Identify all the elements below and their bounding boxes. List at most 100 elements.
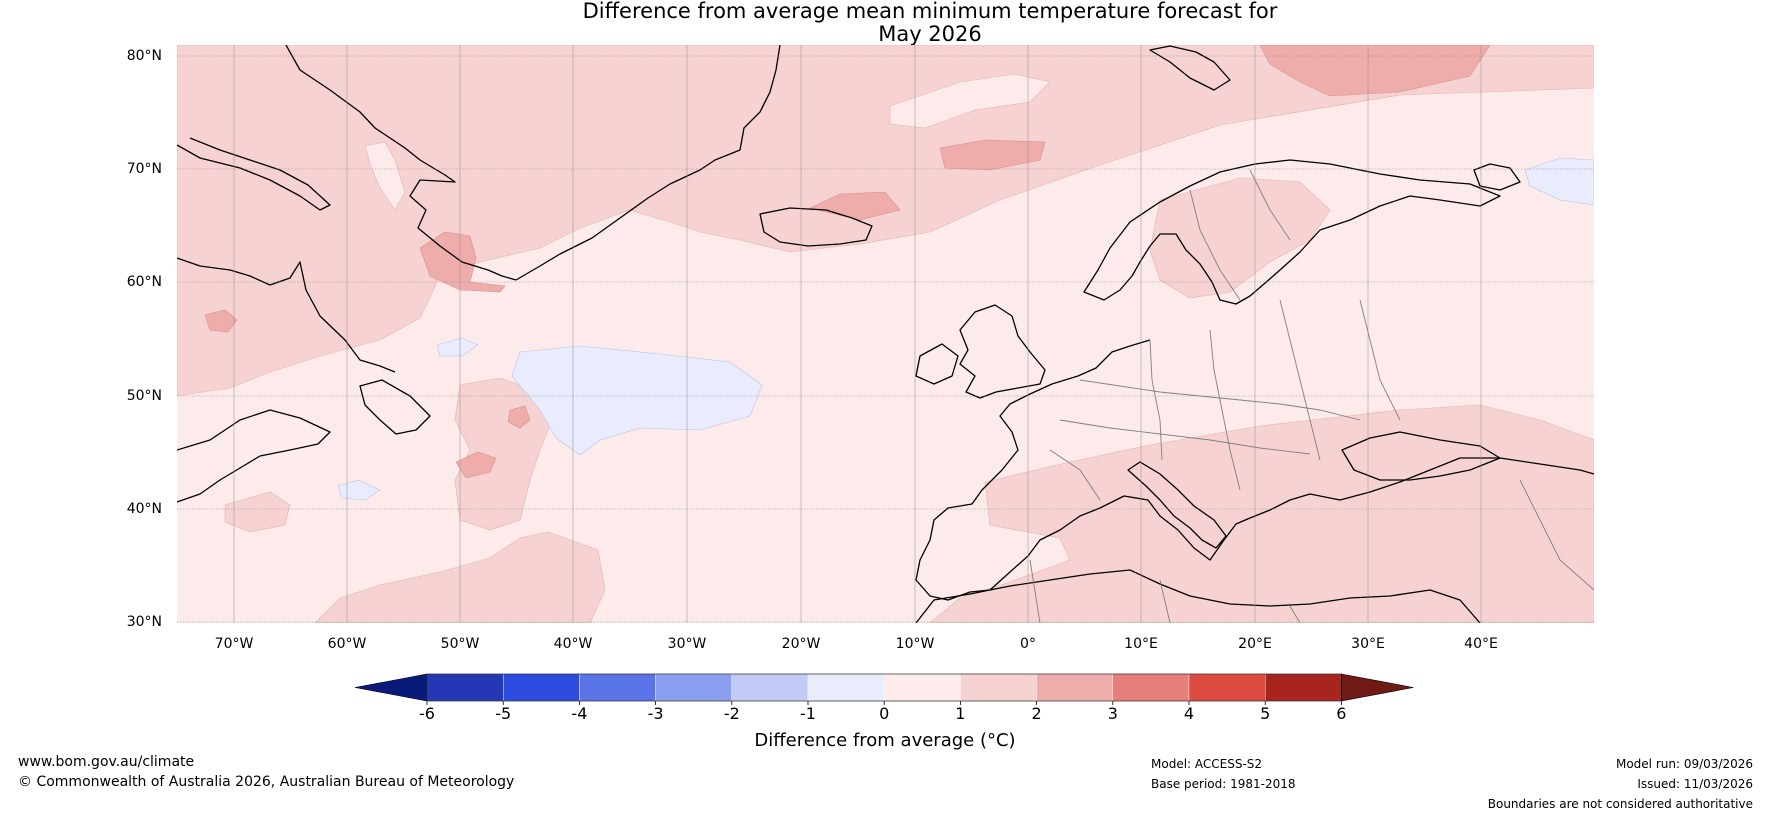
- colorbar-tick-label: -3: [647, 704, 664, 723]
- border-europe-2: [1059, 419, 1311, 455]
- colorbar-segment-7: [960, 673, 1037, 702]
- lat-label-80n: 80°N: [126, 48, 162, 64]
- lon-label-0: 0°: [1020, 636, 1036, 652]
- footer-model: Model: ACCESS-S2: [1151, 757, 1263, 771]
- lon-label-10e: 10°E: [1124, 636, 1158, 652]
- anomaly-zone-white-sea-cool: [1524, 157, 1594, 206]
- colorbar-tick-label: -6: [419, 704, 435, 723]
- colorbar-tick-label: 6: [1336, 704, 1347, 723]
- anomaly-zone-baffin-bay: [364, 141, 406, 211]
- country-borders: [1029, 169, 1594, 623]
- coast-black-sea: [1341, 431, 1501, 481]
- map-title: Difference from average mean minimum tem…: [0, 0, 1770, 46]
- coast-newfoundland: [359, 379, 431, 435]
- colorbar-extend-high: [1341, 673, 1414, 702]
- lat-label-50n: 50°N: [126, 388, 162, 404]
- anomaly-band-2-to-3: [204, 45, 1491, 479]
- anomaly-zone-labrador-sea: [204, 309, 238, 333]
- anomaly-zone-newfoundland-cool: [436, 337, 479, 357]
- title-line-1: Difference from average mean minimum tem…: [582, 0, 1278, 23]
- anomaly-zone-west-atlantic: [224, 491, 291, 533]
- lon-label-50w: 50°W: [440, 636, 480, 652]
- colorbar-segment-10: [1188, 673, 1266, 702]
- footer-base-period: Base period: 1981-2018: [1151, 777, 1296, 791]
- colorbar-tick-label: 2: [1031, 704, 1042, 723]
- coast-nova-scotia: [177, 409, 331, 503]
- colorbar-segment-8: [1036, 673, 1113, 702]
- colorbar-tick-label: -4: [571, 704, 588, 723]
- anomaly-zone-mediterranean: [929, 404, 1594, 623]
- lon-label-20e: 20°E: [1238, 636, 1272, 652]
- lat-label-70n: 70°N: [126, 161, 162, 177]
- title-line-2: May 2026: [878, 22, 982, 46]
- colorbar-tick-label: 1: [955, 704, 966, 723]
- coast-greenland-west: [285, 45, 517, 281]
- border-europe-4: [1209, 329, 1241, 491]
- footer-issued: Issued: 11/03/2026: [1637, 777, 1753, 791]
- border-middle-east: [1519, 479, 1594, 591]
- anomaly-zone-svalbard: [1259, 45, 1491, 97]
- border-europe-5: [1279, 299, 1321, 461]
- anomaly-zone-atlantic-45n: [507, 405, 531, 429]
- colorbar-extend-low: [354, 673, 428, 702]
- coast-svalbard: [1149, 45, 1231, 91]
- lon-label-30e: 30°E: [1351, 636, 1385, 652]
- lon-label-40w: 40°W: [553, 636, 593, 652]
- coast-mediterranean-north: [1099, 457, 1594, 561]
- lon-label-40e: 40°E: [1464, 636, 1498, 652]
- footer-disclaimer: Boundaries are not considered authoritat…: [1487, 797, 1753, 811]
- colorbar-segment-5: [807, 673, 885, 702]
- border-north-africa: [1029, 559, 1301, 623]
- colorbar: [354, 673, 1414, 705]
- coast-ireland: [915, 343, 959, 385]
- anomaly-zone-atlantic-42n: [455, 451, 497, 479]
- coast-italy: [1127, 461, 1227, 549]
- coast-scandinavia: [1083, 159, 1501, 305]
- border-europe-3: [1149, 339, 1163, 461]
- colorbar-segment-9: [1112, 673, 1190, 702]
- lon-label-10w: 10°W: [895, 636, 935, 652]
- anomaly-band-minus-1-to-0: [337, 157, 1594, 501]
- lon-label-30w: 30°W: [667, 636, 707, 652]
- border-scandinavia: [1189, 169, 1291, 301]
- coast-greenland-east: [515, 45, 781, 281]
- lon-label-70w: 70°W: [214, 636, 254, 652]
- border-europe-6: [1359, 299, 1401, 421]
- lat-label-40n: 40°N: [126, 501, 162, 517]
- colorbar-segment-2: [579, 673, 656, 702]
- colorbar-segment-4: [731, 673, 809, 702]
- coast-british-isles: [959, 304, 1046, 399]
- lon-label-20w: 20°W: [781, 636, 821, 652]
- footer-copyright: © Commonwealth of Australia 2026, Austra…: [18, 774, 515, 790]
- footer-website: www.bom.gov.au/climate: [18, 754, 195, 770]
- coast-north-africa: [915, 569, 1481, 623]
- anomaly-zone-norwegian-sea: [889, 73, 1051, 129]
- coast-novaya-zemlya: [1473, 163, 1521, 191]
- colorbar-segment-6: [884, 673, 961, 702]
- colorbar-tick-label: -5: [495, 704, 512, 723]
- colorbar-segment-0: [426, 673, 504, 702]
- colorbar-label: Difference from average (°C): [754, 730, 1016, 751]
- anomaly-zone-jan-mayen: [939, 139, 1046, 171]
- colorbar-tick-label: -2: [723, 704, 740, 723]
- colorbar-tick-label: 5: [1260, 704, 1271, 723]
- colorbar-tick-label: 0: [879, 704, 890, 723]
- colorbar-segment-3: [655, 673, 732, 702]
- anomaly-zone-scandinavia: [1149, 177, 1331, 299]
- colorbar-tick-label: 4: [1183, 704, 1195, 723]
- anomaly-zone-nova-scotia-cool: [337, 479, 381, 501]
- footer-model-run: Model run: 09/03/2026: [1615, 757, 1753, 771]
- lon-label-60w: 60°W: [327, 636, 367, 652]
- colorbar-segment-11: [1264, 673, 1342, 702]
- graticule: [177, 45, 1594, 623]
- anomaly-band-0-to-1-patches: [364, 73, 1051, 211]
- coast-iceland: [759, 207, 873, 247]
- anomaly-zone-greenland-arctic: [177, 45, 1594, 397]
- border-europe-7: [1049, 449, 1101, 501]
- colorbar-tick-label: -1: [800, 704, 816, 723]
- coast-europe-west: [915, 339, 1151, 601]
- coast-baffin-island: [177, 137, 331, 211]
- coast-labrador: [177, 257, 396, 373]
